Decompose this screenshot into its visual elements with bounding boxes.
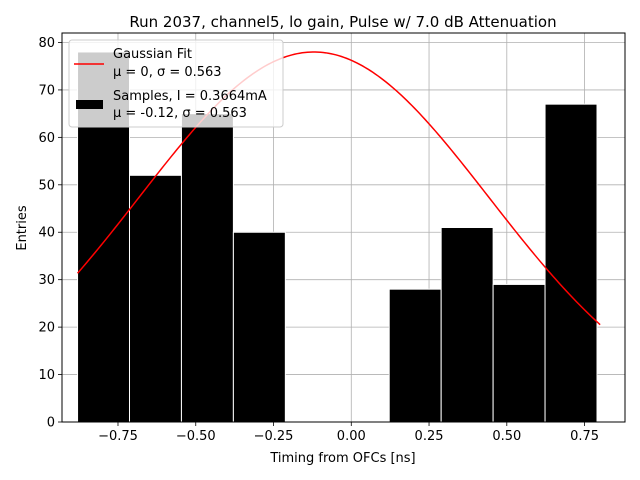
- x-axis-title: Timing from OFCs [ns]: [269, 451, 415, 466]
- x-axis: −0.75 −0.50 −0.25 0.00 0.25 0.50 0.75: [98, 422, 599, 444]
- x-tick-label: 0.75: [570, 429, 599, 444]
- y-tick-label: 60: [38, 131, 55, 146]
- y-tick-label: 80: [38, 36, 55, 51]
- x-tick-label: 0.00: [337, 429, 366, 444]
- legend-fit-stats: μ = 0, σ = 0.563: [113, 65, 222, 80]
- y-axis: 0 10 20 30 40 50 60 70 80: [38, 36, 62, 431]
- histogram-bar: [232, 231, 286, 423]
- y-tick-label: 70: [38, 83, 55, 98]
- y-axis-title: Entries: [15, 205, 30, 251]
- y-tick-label: 50: [38, 178, 55, 193]
- y-tick-label: 20: [38, 321, 55, 336]
- plot-frame: [61, 32, 626, 423]
- y-tick-label: 40: [38, 226, 55, 241]
- histogram-bar: [180, 113, 234, 423]
- histogram-bar: [544, 103, 598, 423]
- legend-fit-label: Gaussian Fit: [113, 47, 192, 62]
- y-tick-label: 30: [38, 273, 55, 288]
- x-tick-label: 0.25: [415, 429, 444, 444]
- histogram-bar: [128, 174, 182, 423]
- fit-layer: [76, 51, 601, 326]
- histogram-bar: [388, 288, 442, 423]
- legend-samples-stats: μ = -0.12, σ = 0.563: [113, 106, 247, 121]
- x-tick-label: 0.50: [492, 429, 521, 444]
- legend-samples-label: Samples, I = 0.3664mA: [113, 89, 267, 104]
- gaussian-fit-line: [76, 51, 601, 326]
- x-tick-label: −0.50: [176, 429, 216, 444]
- x-tick-label: −0.25: [254, 429, 294, 444]
- chart-title: Run 2037, channel5, lo gain, Pulse w/ 7.…: [129, 13, 556, 31]
- y-tick-label: 10: [38, 368, 55, 383]
- legend-box: [68, 39, 284, 128]
- y-tick-label: 0: [47, 416, 55, 431]
- legend: Gaussian Fit μ = 0, σ = 0.563 Samples, I…: [68, 39, 284, 128]
- histogram-bar: [440, 227, 494, 423]
- legend-samples-swatch: [76, 100, 103, 109]
- histogram-bar: [492, 283, 546, 423]
- x-tick-label: −0.75: [98, 429, 138, 444]
